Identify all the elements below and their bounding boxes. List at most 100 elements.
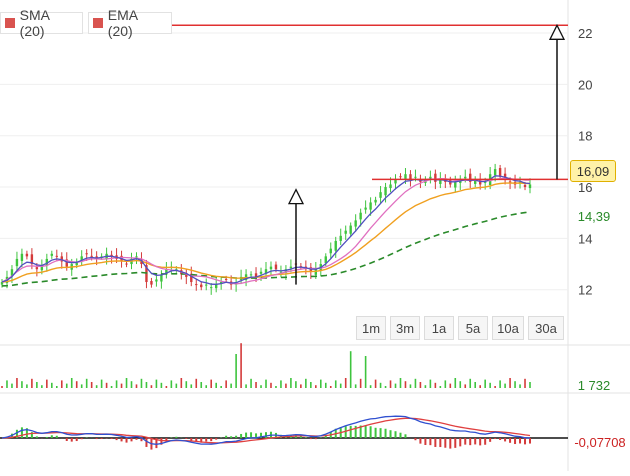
macd-hist-bar [439, 438, 441, 447]
candle-body [36, 267, 38, 269]
volume-bar [430, 380, 432, 388]
range-button-10a[interactable]: 10a [492, 316, 524, 340]
macd-hist-bar [385, 429, 387, 438]
candle-body [90, 256, 92, 257]
volume-bar [141, 379, 143, 388]
range-button-1a[interactable]: 1a [424, 316, 454, 340]
volume-bar [235, 354, 237, 388]
range-button-30a[interactable]: 30a [528, 316, 564, 340]
legend-ema[interactable]: EMA (20) [88, 12, 172, 34]
macd-hist-bar [96, 438, 98, 439]
macd-hist-bar [131, 438, 133, 441]
candle-body [414, 177, 416, 178]
volume-bar [6, 380, 8, 388]
volume-bar [325, 383, 327, 388]
y-tick-label: 14 [578, 231, 592, 246]
candle-body [56, 256, 58, 257]
volume-bar [61, 380, 63, 388]
macd-hist-bar [265, 432, 267, 438]
macd-hist-bar [56, 436, 58, 438]
candle-body [454, 182, 456, 188]
volume-bar [445, 380, 447, 388]
range-button-3m[interactable]: 3m [390, 316, 420, 340]
macd-hist-bar [365, 426, 367, 438]
range-button-5a[interactable]: 5a [458, 316, 488, 340]
legend-sma[interactable]: SMA (20) [0, 12, 83, 34]
candle-body [379, 192, 381, 198]
volume-bar [459, 381, 461, 388]
volume-bar [270, 383, 272, 388]
volume-bar [330, 386, 332, 388]
volume-bar [345, 378, 347, 388]
macd-hist-bar [21, 427, 23, 438]
candle-body [404, 174, 406, 179]
candle-body [509, 181, 511, 182]
volume-bar [415, 379, 417, 388]
macd-hist-bar [429, 438, 431, 445]
candle-body [135, 256, 137, 257]
macd-hist-bar [390, 430, 392, 438]
macd-hist-bar [205, 438, 207, 442]
volume-bar [111, 386, 113, 388]
macd-hist-bar [454, 438, 456, 448]
legend-sma-swatch [5, 18, 15, 28]
candle-body [260, 272, 262, 274]
y-tick-label: 22 [578, 26, 592, 41]
macd-hist-bar [399, 433, 401, 438]
candle-body [41, 267, 43, 271]
macd-hist-bar [315, 438, 317, 439]
volume-bar [31, 379, 33, 388]
macd-hist-bar [469, 438, 471, 445]
macd-hist-bar [215, 438, 217, 440]
candle-body [215, 285, 217, 289]
volume-bar [285, 384, 287, 388]
volume-bar [410, 384, 412, 388]
volume-bar [514, 381, 516, 388]
volume-bar [454, 378, 456, 388]
candle-body [384, 187, 386, 195]
macd-hist-bar [484, 438, 486, 445]
volume-bar [46, 380, 48, 388]
range-button-1m[interactable]: 1m [356, 316, 386, 340]
legend-ema-label: EMA (20) [108, 7, 165, 39]
macd-hist-bar [81, 438, 83, 439]
macd-hist-bar [350, 426, 352, 438]
macd-hist-bar [514, 438, 516, 444]
candle-body [429, 177, 431, 179]
volume-bar [400, 378, 402, 388]
volume-bar [280, 380, 282, 388]
macd-hist-bar [519, 438, 521, 443]
macd-hist-bar [145, 438, 147, 447]
macd-hist-bar [101, 438, 103, 439]
volume-bar [215, 383, 217, 388]
volume-bar [300, 384, 302, 388]
volume-bar [529, 382, 531, 388]
volume-bar [225, 380, 227, 388]
macd-hist-bar [509, 438, 511, 443]
volume-bar [489, 383, 491, 388]
volume-bar [499, 380, 501, 388]
volume-bar [81, 384, 83, 388]
candle-body [270, 267, 272, 270]
candle-body [434, 174, 436, 182]
volume-bar [181, 378, 183, 388]
macd-hist-bar [504, 438, 506, 441]
macd-hist-bar [36, 436, 38, 438]
volume-value-badge: 1 732 [572, 376, 616, 394]
volume-bar [106, 383, 108, 388]
candle-body [51, 254, 53, 256]
candle-body [369, 202, 371, 209]
volume-bar [474, 382, 476, 388]
candle-body [21, 254, 23, 261]
volume-bar [290, 378, 292, 388]
volume-bar [320, 380, 322, 388]
macd-hist-bar [185, 438, 187, 439]
candle-body [494, 169, 496, 175]
candle-body [464, 177, 466, 179]
legend-sma-label: SMA (20) [20, 7, 76, 39]
candle-body [330, 249, 332, 254]
volume-bar [375, 380, 377, 388]
volume-bar [385, 386, 387, 388]
